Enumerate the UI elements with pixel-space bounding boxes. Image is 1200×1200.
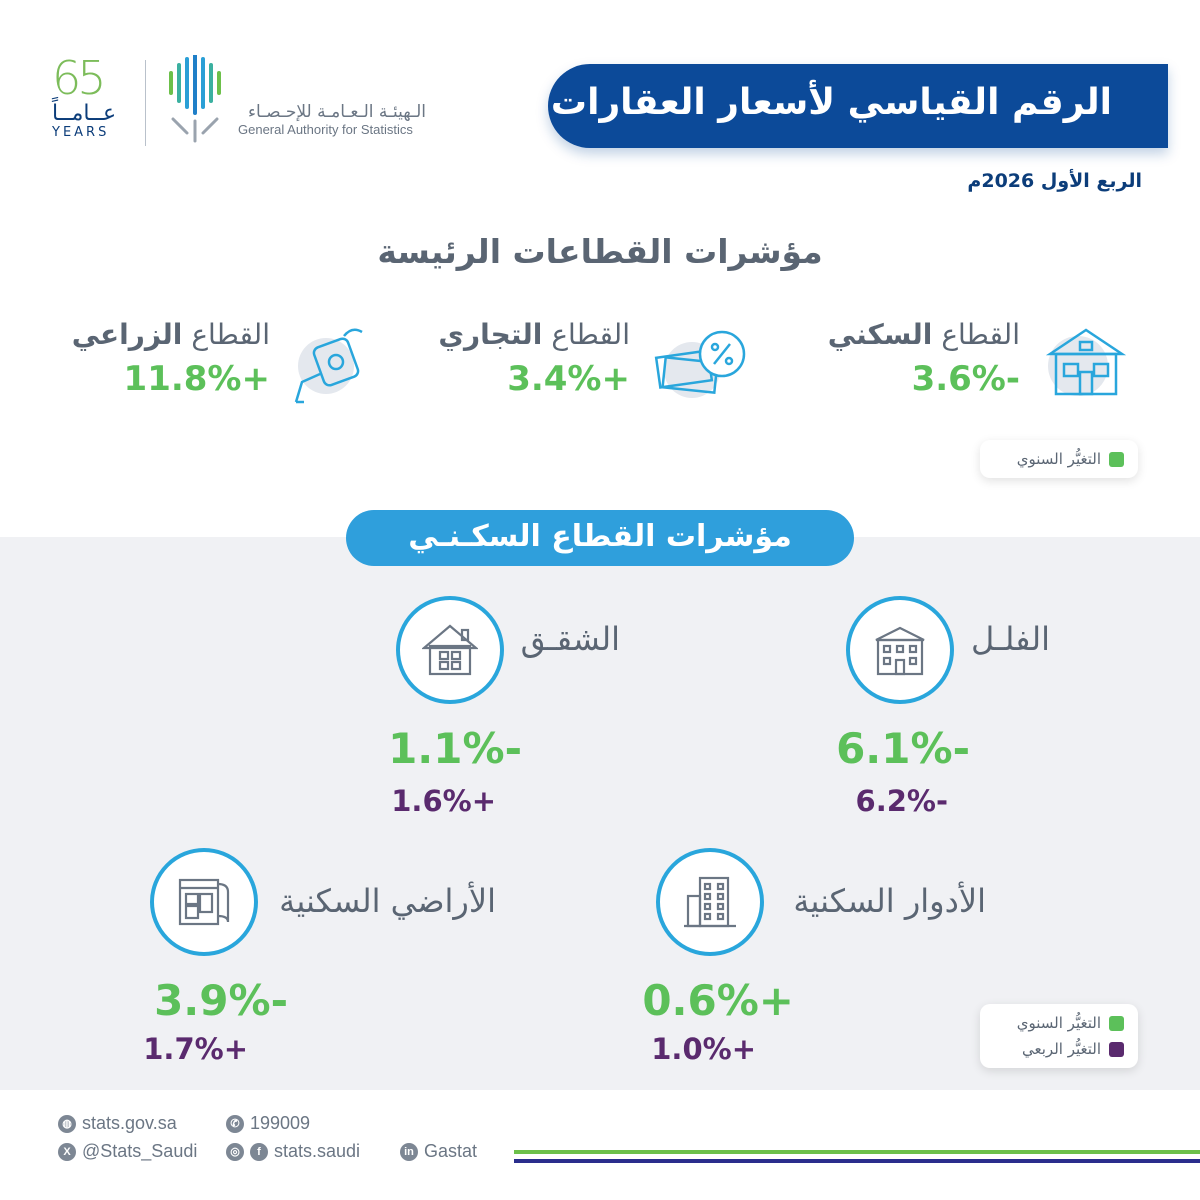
sector-commercial: القطاع التجاري +3.4% <box>420 318 630 399</box>
legend-main: التغيُّر السنوي <box>980 440 1138 478</box>
apartment-quarterly-change: +1.6% <box>391 784 496 818</box>
x-logo-icon: X <box>58 1142 76 1161</box>
footer-line-green <box>514 1150 1200 1154</box>
facebook-icon: f <box>250 1142 268 1161</box>
sector-residential: القطاع السكني -3.6% <box>800 318 1020 399</box>
insta-fb-text: stats.saudi <box>274 1141 361 1161</box>
org-name: الـهيئـة الـعـامـة للإحـصـاء General Aut… <box>238 102 438 137</box>
legend-quarterly-label: التغيُّر الربعي <box>1022 1040 1101 1058</box>
legend-annual-label: التغيُّر السنوي <box>1016 450 1101 468</box>
floors-label: الأدوار السكنية <box>793 882 986 920</box>
watering-can-icon <box>294 328 363 404</box>
logo-divider <box>145 60 146 146</box>
legend-annual-label: التغيُّر السنوي <box>1016 1014 1101 1032</box>
org-name-arabic: الـهيئـة الـعـامـة للإحـصـاء <box>247 102 426 122</box>
linkedin-text: Gastat <box>424 1141 478 1161</box>
footer <box>0 1092 1200 1200</box>
anniversary-arabic: عــامــاً <box>52 101 117 126</box>
anniversary-english: YEARS <box>52 125 110 140</box>
sector-value: +11.8% <box>123 359 270 399</box>
floors-icon-circle <box>656 848 764 956</box>
sector-prefix: القطاع <box>941 318 1020 351</box>
sector-name: السكني <box>827 318 933 351</box>
page-title: الرقم القياسي لأسعار العقارات <box>550 82 1112 123</box>
sector-prefix: القطاع <box>551 318 630 351</box>
land-label: الأراضي السكنية <box>279 882 496 920</box>
sector-value: +3.4% <box>507 359 630 399</box>
phone-text: 199009 <box>250 1113 311 1133</box>
villa-icon <box>875 626 925 676</box>
footer-x[interactable]: X @Stats_Saudi <box>58 1141 197 1162</box>
legend-quarterly-swatch <box>1109 1041 1124 1057</box>
floors-annual-change: +0.6% <box>642 976 794 1025</box>
main-sectors-heading: مؤشرات القطاعات الرئيسة <box>377 232 823 271</box>
villa-icon-circle <box>846 596 954 704</box>
residential-building-icon <box>1045 328 1127 396</box>
land-icon-circle <box>150 848 258 956</box>
villa-label: الفلـل <box>970 620 1050 658</box>
villa-annual-change: -6.1% <box>836 724 970 773</box>
sector-value: -3.6% <box>911 359 1020 399</box>
legend-quarterly-row: التغيُّر الربعي <box>994 1036 1124 1062</box>
residential-heading: مؤشرات القطاع السكـنـي <box>408 519 792 554</box>
legend-residential: التغيُّر السنوي التغيُّر الربعي <box>980 1004 1138 1068</box>
legend-annual-row: التغيُّر السنوي <box>994 1010 1124 1036</box>
land-annual-change: -3.9% <box>154 976 288 1025</box>
legend-annual-swatch <box>1109 1015 1124 1031</box>
villa-quarterly-change: -6.2% <box>855 784 948 818</box>
sector-name: التجاري <box>438 318 543 351</box>
sector-prefix: القطاع <box>191 318 270 351</box>
footer-instagram-facebook[interactable]: ◎ f stats.saudi <box>226 1141 360 1162</box>
anniversary-logo: 65 عــامــاً YEARS <box>52 55 132 150</box>
footer-line-navy <box>514 1159 1200 1163</box>
globe-icon: ◍ <box>58 1114 76 1133</box>
instagram-icon: ◎ <box>226 1142 244 1161</box>
title-banner: الرقم القياسي لأسعار العقارات <box>548 64 1168 148</box>
gastat-logo-icon <box>169 55 221 143</box>
phone-icon: ✆ <box>226 1114 244 1133</box>
apartment-annual-change: -1.1% <box>388 724 522 773</box>
sector-name: الزراعي <box>71 318 183 351</box>
footer-linkedin[interactable]: in Gastat <box>400 1141 477 1162</box>
legend-annual-swatch <box>1109 451 1124 467</box>
residential-panel <box>0 537 1200 1090</box>
website-text: stats.gov.sa <box>82 1113 177 1133</box>
x-handle-text: @Stats_Saudi <box>82 1141 198 1161</box>
footer-website[interactable]: ◍ stats.gov.sa <box>58 1113 177 1134</box>
apartment-label: الشقـق <box>520 620 620 658</box>
sector-agricultural: القطاع الزراعي +11.8% <box>60 318 270 399</box>
apartment-icon-circle <box>396 596 504 704</box>
floors-quarterly-change: +1.0% <box>651 1032 756 1066</box>
org-name-english: General Authority for Statistics <box>238 122 413 137</box>
apartment-house-icon <box>422 624 478 676</box>
money-percent-icon <box>654 330 746 398</box>
residential-banner: مؤشرات القطاع السكـنـي <box>346 510 854 566</box>
footer-phone[interactable]: ✆ 199009 <box>226 1113 310 1134</box>
land-plan-icon <box>178 878 230 926</box>
linkedin-icon: in <box>400 1142 418 1161</box>
legend-annual-row: التغيُّر السنوي <box>994 446 1124 472</box>
land-quarterly-change: +1.7% <box>143 1032 248 1066</box>
tower-building-icon <box>684 876 736 928</box>
anniversary-number: 65 <box>52 51 107 105</box>
period-label: الربع الأول 2026م <box>967 170 1142 192</box>
